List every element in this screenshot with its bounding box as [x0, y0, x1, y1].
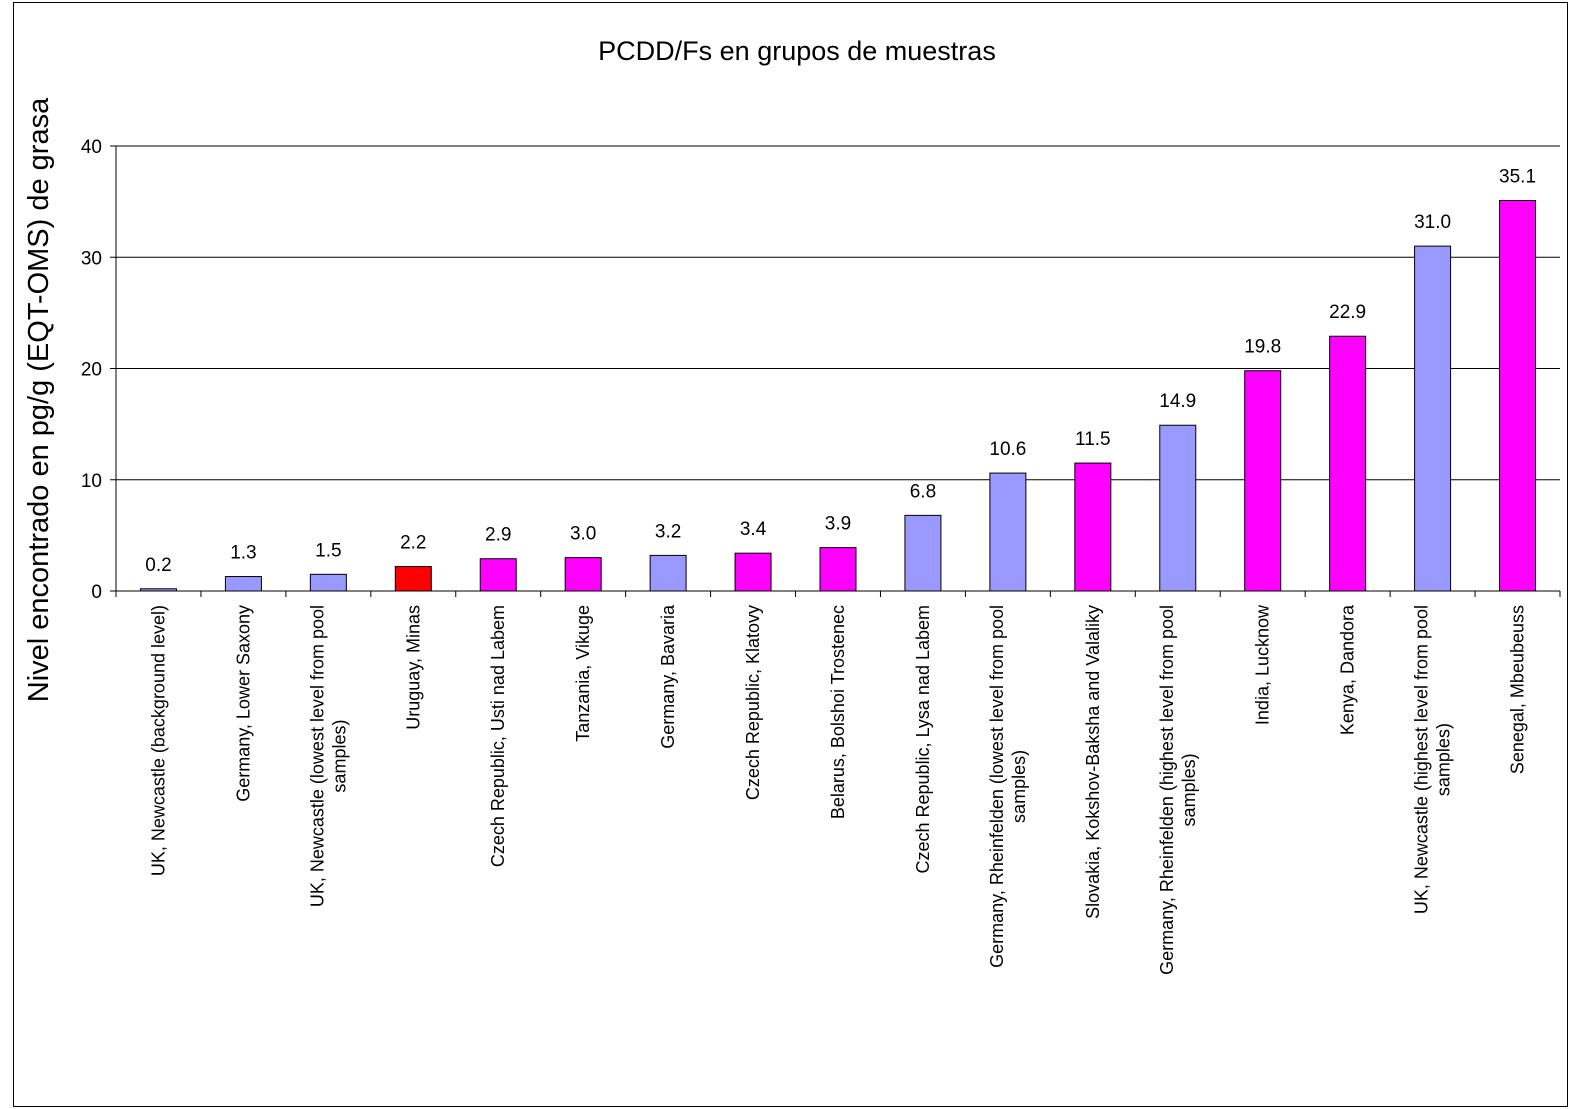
x-tick-label: Germany, Lower Saxony	[233, 605, 253, 802]
x-tick-label: Czech Republic, Klatovy	[743, 605, 763, 800]
value-label: 3.2	[655, 521, 681, 542]
value-label: 22.9	[1329, 302, 1366, 323]
x-tick-label-line: samples)	[1434, 723, 1454, 796]
value-label: 2.2	[400, 533, 426, 554]
x-tick-label-line: UK, Newcastle (highest level from pool	[1412, 605, 1432, 914]
bar	[139, 588, 177, 592]
value-label: 31.0	[1414, 212, 1451, 233]
bar	[1159, 424, 1197, 592]
value-label: 3.0	[570, 524, 596, 545]
chart-title: PCDD/Fs en grupos de muestras	[598, 36, 996, 66]
x-tick-label: UK, Newcastle (lowest level from pool sam…	[307, 605, 349, 907]
value-label: 3.9	[825, 514, 851, 535]
y-label-clip: Nivel encontrado en pg/g (EQT-OMS) de gr…	[23, 97, 55, 702]
x-tick-label-line: Germany, Rheinfelden (highest level from…	[1157, 605, 1177, 975]
x-tick-label: Slovakia, Kokshov-Baksha and Valaliky	[1083, 605, 1103, 919]
bar	[989, 472, 1027, 592]
x-tick-label-line: UK, Newcastle (lowest level from pool	[307, 605, 327, 907]
value-label: 0.2	[145, 555, 171, 576]
bar	[1074, 462, 1112, 592]
bar	[394, 566, 432, 592]
bar	[479, 558, 517, 592]
bar	[1329, 335, 1367, 592]
value-label: 6.8	[910, 481, 936, 502]
x-tick-label: Belarus, Bolshoi Trostenec	[828, 605, 848, 819]
value-label: 3.4	[740, 519, 767, 540]
bar	[904, 514, 942, 592]
y-axis-label: Nivel encontrado en pg/g (EQT-OMS) de gr…	[23, 97, 55, 702]
value-label: 11.5	[1075, 429, 1111, 450]
x-tick-label-line: samples)	[329, 720, 349, 793]
y-tick-label: 30	[81, 248, 102, 269]
x-tick-label: UK, Newcastle (background level)	[148, 605, 168, 876]
value-label: 2.9	[485, 525, 511, 546]
value-label: 1.5	[315, 540, 341, 561]
x-tick-label: Tanzania, Vikuge	[573, 605, 593, 742]
value-label: 19.8	[1244, 337, 1281, 358]
bar	[649, 554, 687, 592]
x-tick-label: Czech Republic, Lysa nad Labem	[913, 605, 933, 874]
x-tick-label: Senegal, Mbeubeuss	[1508, 605, 1528, 774]
x-tick-label: UK, Newcastle (highest level from pool sa…	[1412, 605, 1454, 914]
x-tick-label: Uruguay, Minas	[403, 605, 423, 730]
y-tick-label: 0	[91, 582, 102, 603]
value-label: 14.9	[1159, 391, 1196, 412]
bar	[819, 547, 857, 592]
x-tick-label: Germany, Bavaria	[658, 604, 678, 749]
bar	[1244, 370, 1282, 592]
x-tick-label-line: Germany, Rheinfelden (lowest level from …	[987, 605, 1007, 968]
value-label: 10.6	[989, 439, 1026, 460]
y-tick-label: 40	[81, 137, 102, 158]
x-tick-label: Czech Republic, Usti nad Labem	[488, 605, 508, 867]
x-tick-label: Germany, Rheinfelden (lowest level from …	[987, 605, 1029, 968]
value-label: 35.1	[1499, 167, 1536, 188]
x-tick-label-line: samples)	[1009, 750, 1029, 823]
bar	[564, 557, 602, 592]
x-tick-label: Kenya, Dandora	[1338, 604, 1358, 735]
y-tick-label: 20	[81, 360, 102, 381]
y-tick-label: 10	[81, 471, 102, 492]
bar	[224, 576, 262, 592]
bar	[1499, 200, 1537, 592]
bar	[734, 552, 772, 592]
x-tick-label: Germany, Rheinfelden (highest level from…	[1157, 605, 1199, 975]
value-label: 1.3	[230, 543, 256, 564]
chart-border	[13, 2, 1568, 1107]
x-tick-label: India, Lucknow	[1253, 604, 1273, 725]
bar	[309, 573, 347, 592]
bar	[1414, 245, 1452, 592]
x-tick-label-line: samples)	[1179, 753, 1199, 826]
